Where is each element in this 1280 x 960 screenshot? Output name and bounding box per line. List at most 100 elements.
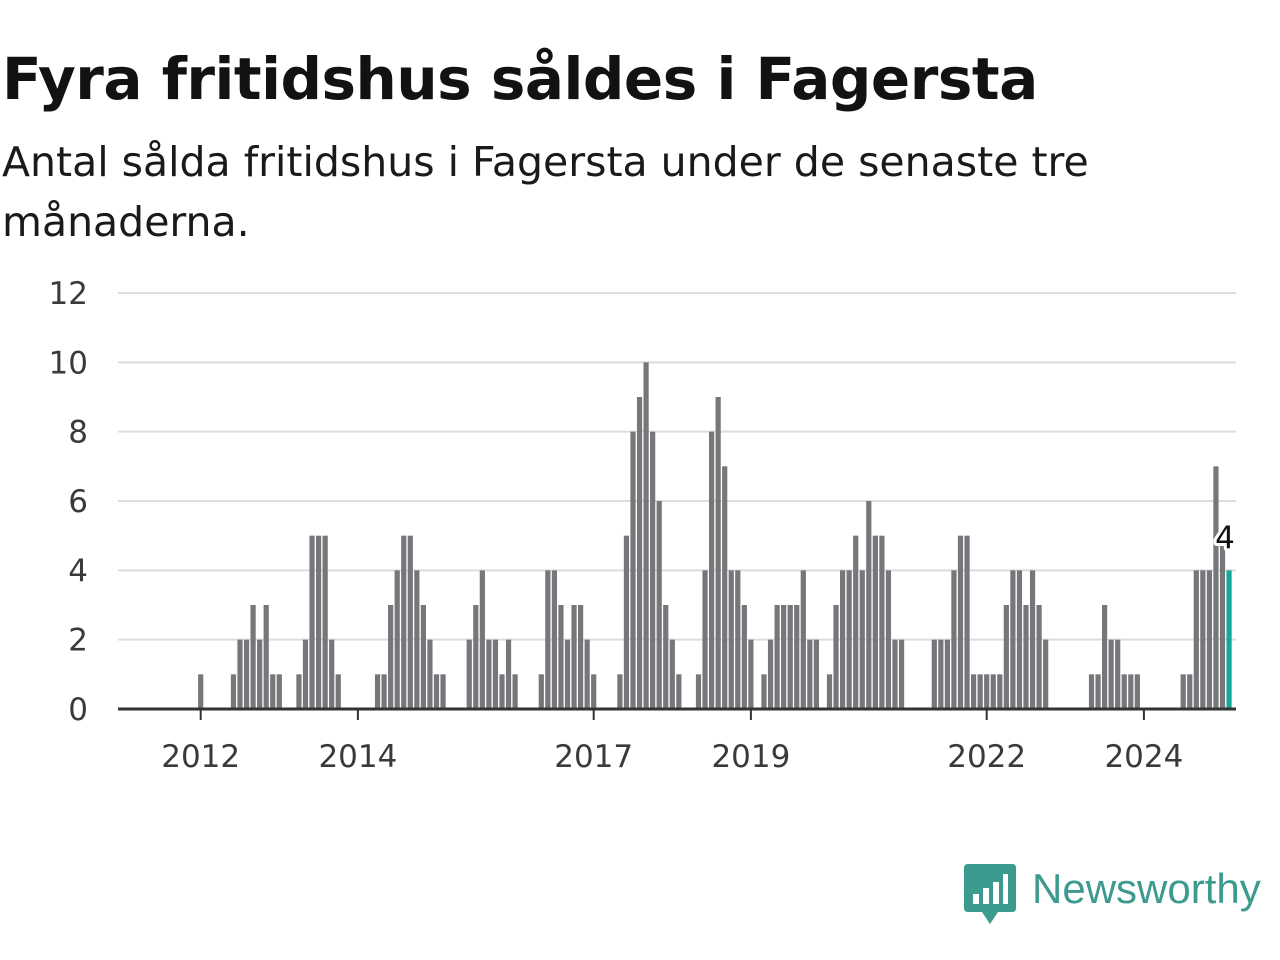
bar	[414, 570, 420, 709]
bar	[813, 639, 819, 709]
bar	[263, 605, 269, 709]
bar	[1010, 570, 1016, 709]
bar	[630, 431, 636, 709]
bar	[774, 605, 780, 709]
bar	[846, 570, 852, 709]
bar	[735, 570, 741, 709]
bar	[826, 674, 833, 709]
brand-logo: Newsworthy	[964, 864, 1261, 926]
bar	[767, 639, 774, 709]
x-tick-label: 2022	[947, 739, 1026, 775]
bar	[257, 639, 263, 709]
bar	[243, 639, 250, 709]
bar	[1121, 674, 1127, 709]
bar	[715, 397, 721, 709]
bar	[872, 535, 878, 709]
bar	[388, 605, 394, 709]
bar	[853, 535, 859, 709]
bar	[479, 570, 485, 709]
y-tick-label: 12	[49, 276, 88, 312]
bar	[938, 639, 944, 709]
brand-name: Newsworthy	[1032, 865, 1261, 912]
bar	[722, 466, 728, 709]
bar	[709, 431, 715, 709]
bar	[466, 639, 472, 709]
bar	[800, 570, 806, 709]
chart-subtitle: Antal sålda fritidshus i Fagersta under …	[2, 138, 1089, 246]
bar	[427, 639, 433, 709]
gridlines	[118, 292, 1236, 641]
bar	[1016, 570, 1023, 709]
x-tick-label: 2019	[711, 739, 790, 775]
bar	[964, 535, 970, 709]
bar	[401, 535, 407, 709]
bar	[787, 605, 793, 709]
bar	[230, 674, 237, 709]
y-tick-label: 10	[49, 345, 88, 381]
bar	[1200, 570, 1206, 709]
bar	[636, 397, 643, 709]
bar	[1003, 605, 1009, 709]
bar	[558, 605, 564, 709]
bar	[302, 639, 309, 709]
bar	[794, 605, 800, 709]
bar	[499, 674, 505, 709]
bar	[781, 605, 787, 709]
newsworthy-logo-icon	[964, 864, 1016, 924]
bar	[695, 674, 702, 709]
y-axis-ticks: 0 2 4 6 8 10 12	[49, 276, 88, 728]
bar	[669, 639, 675, 709]
bar	[656, 501, 662, 709]
bar	[807, 639, 813, 709]
bar	[1193, 570, 1199, 709]
bar	[551, 570, 557, 709]
bar	[1206, 570, 1212, 709]
chart-title: Fyra fritidshus såldes i Fagersta	[2, 45, 1038, 113]
bar	[473, 605, 479, 709]
x-axis: 2012 2014 2017 2019 2022 2024	[118, 707, 1236, 775]
bar	[1115, 639, 1121, 709]
bar	[833, 605, 839, 709]
bar	[957, 535, 964, 709]
x-tick-label: 2017	[554, 739, 633, 775]
bar	[329, 639, 335, 709]
bar	[322, 535, 328, 709]
bar	[276, 674, 282, 709]
bar	[623, 535, 630, 709]
bar	[571, 605, 577, 709]
bar	[433, 674, 440, 709]
bar	[997, 674, 1003, 709]
bar	[866, 501, 872, 709]
bar	[931, 639, 937, 709]
y-tick-label: 4	[68, 553, 88, 589]
bar	[1134, 674, 1140, 709]
y-tick-label: 6	[68, 484, 88, 520]
y-tick-label: 0	[68, 692, 88, 728]
bar	[316, 535, 322, 709]
bar	[879, 535, 885, 709]
bar	[512, 674, 518, 709]
bar	[545, 570, 551, 709]
bar-chart: 0 2 4 6 8 10 12 2012 2014 2017 2019 2022 2024 4	[49, 276, 1238, 775]
bar-highlight	[1226, 570, 1232, 709]
bar	[951, 570, 957, 709]
highlight-value-label: 4	[1215, 520, 1235, 556]
bar	[617, 674, 623, 709]
bar	[702, 570, 708, 709]
bar	[1023, 605, 1029, 709]
data-labels: 4	[1212, 517, 1238, 559]
bar	[591, 674, 597, 709]
bar	[1213, 466, 1219, 709]
bar	[1029, 570, 1036, 709]
bar	[407, 535, 413, 709]
bar	[374, 674, 381, 709]
bar	[394, 570, 400, 709]
bar	[977, 674, 983, 709]
bar	[676, 674, 682, 709]
bar	[1108, 639, 1114, 709]
bar	[761, 674, 767, 709]
bar	[1043, 639, 1049, 709]
bar	[309, 535, 315, 709]
y-tick-label: 2	[68, 623, 88, 659]
bar	[984, 674, 990, 709]
